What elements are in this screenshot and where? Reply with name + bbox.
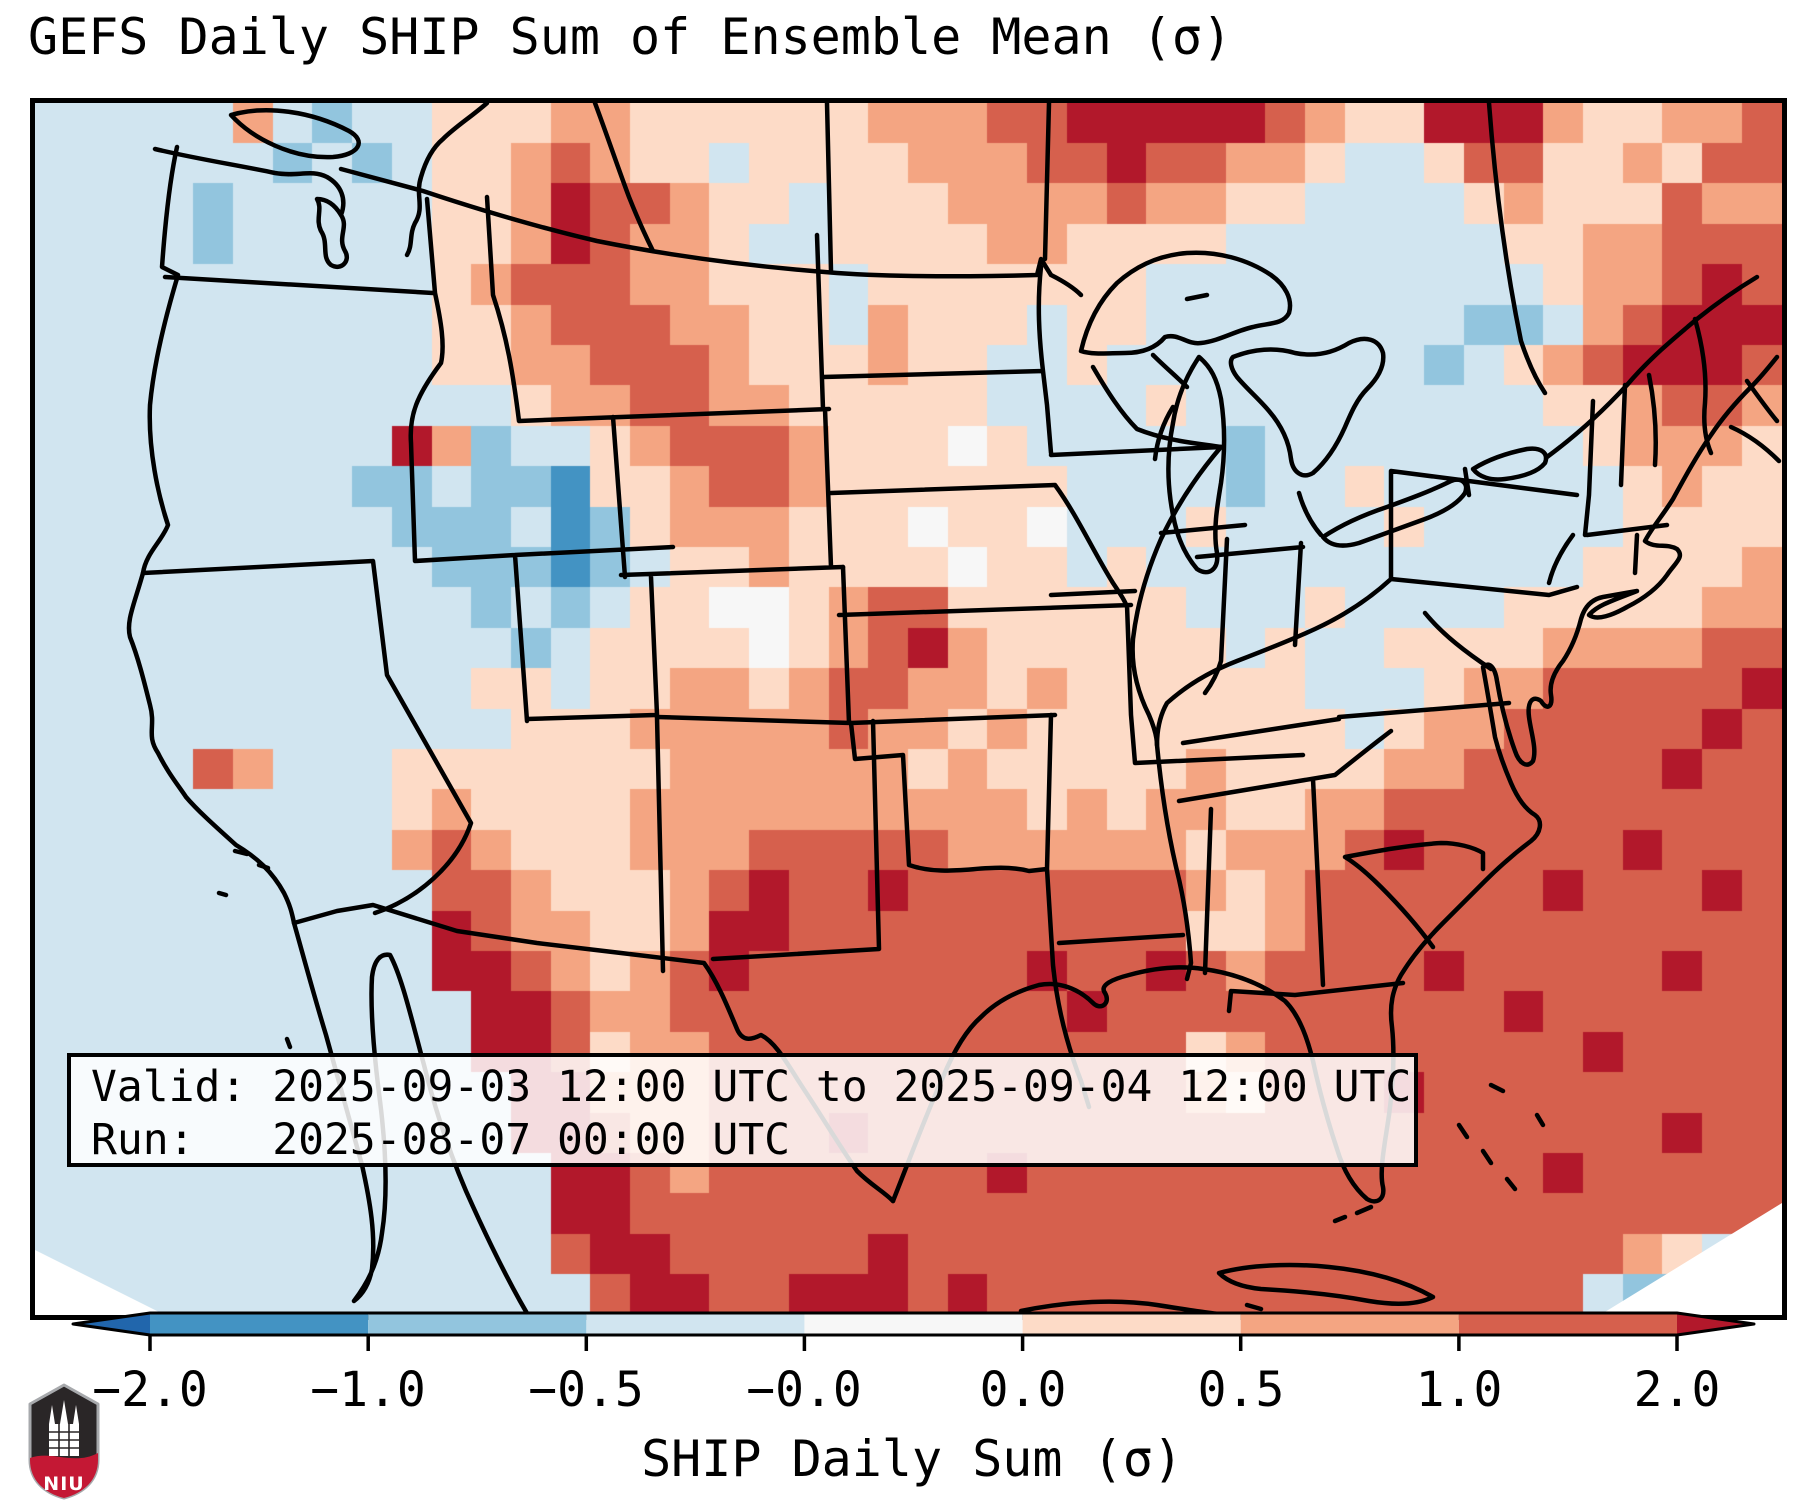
lake-michigan [1166, 354, 1227, 575]
colorbar-seg-4 [1022, 1313, 1241, 1335]
projection-edge-wedge-se [1600, 1203, 1782, 1315]
colorbar-seg-1 [368, 1313, 587, 1335]
socal-island-dashes [216, 848, 293, 1050]
mississippi-river-lines [1130, 444, 1224, 982]
florida-keys-dashes [1332, 1204, 1374, 1224]
state-lines-west [140, 194, 846, 916]
colorbar-seg-6 [1458, 1313, 1678, 1335]
vancouver-island-coast [228, 108, 361, 160]
projection-edge-wedge-sw [35, 1250, 165, 1315]
ohio-river-appalachia-lines [1154, 468, 1580, 748]
colorbar-tick-7: 2.0 [1633, 1362, 1721, 1418]
colorbar [71, 1311, 1756, 1351]
gulf-atlantic-coast [890, 354, 1780, 1204]
bahamas-dashes [1456, 1082, 1546, 1192]
state-boundaries [35, 103, 1782, 1315]
upper-peninsula-line [1150, 352, 1190, 390]
map-panel: Valid: 2025-09-03 12:00 UTC to 2025-09-0… [30, 98, 1787, 1320]
colorbar-tick-6: 1.0 [1415, 1362, 1503, 1418]
colorbar-tick-1: −1.0 [310, 1362, 426, 1418]
colorbar-seg-0 [150, 1313, 369, 1335]
bc-alberta-line [592, 103, 656, 254]
strait-coast [152, 146, 346, 218]
canada-border-west [338, 166, 1084, 298]
lake-ontario [1470, 446, 1549, 482]
mexico-border-rio-grande [291, 902, 896, 1204]
fundy-nova-scotia-coast [1728, 378, 1782, 464]
colorbar-tick-0: −2.0 [92, 1362, 208, 1418]
run-label: Run: 2025-08-07 00:00 UTC [91, 1115, 790, 1165]
state-lines-midwest [1090, 364, 1306, 696]
lake-huron [1228, 336, 1386, 478]
niu-logo-text: NIU [43, 1473, 84, 1495]
annotation-box: Valid: 2025-09-03 12:00 UTC to 2025-09-0… [67, 1053, 1418, 1167]
state-lines-south [1056, 700, 1512, 1014]
niu-castle-icon [49, 1400, 79, 1456]
niu-logo: NIU [28, 1383, 100, 1500]
maine-new-brunswick-line [1692, 316, 1714, 456]
pacific-coast [126, 144, 531, 1315]
lake-superior [1078, 250, 1293, 356]
manitoba-ontario-line [1042, 103, 1052, 262]
colorbar-seg-2 [586, 1313, 805, 1335]
colorbar-under-arrow [73, 1313, 150, 1335]
alberta-saskatchewan-line [824, 103, 834, 274]
puget-sound-coast [314, 196, 349, 269]
colorbar-seg-5 [1240, 1313, 1459, 1335]
lake-erie [1320, 477, 1469, 548]
bc-mainland-coast [404, 103, 490, 258]
state-lines-southwest [654, 712, 1092, 1110]
valid-label: Valid: 2025-09-03 12:00 UTC to 2025-09-0… [91, 1062, 1412, 1112]
colorbar-tick-3: −0.0 [746, 1362, 862, 1418]
st-lawrence-border [1544, 274, 1760, 460]
colorbar-over-arrow [1677, 1313, 1754, 1335]
state-lines-northeast [1546, 372, 1670, 586]
green-bay [1152, 404, 1176, 462]
cuba-coast [1216, 1262, 1436, 1312]
niu-red-band [30, 1453, 98, 1498]
ontario-quebec-line [1486, 103, 1548, 396]
colorbar-tick-5: 0.5 [1197, 1362, 1285, 1418]
colorbar-tick-2: −0.5 [528, 1362, 644, 1418]
colorbar-ticks [148, 1335, 1679, 1351]
page-title: GEFS Daily SHIP Sum of Ensemble Mean (σ) [28, 8, 1233, 66]
colorbar-seg-3 [804, 1313, 1023, 1335]
colorbar-tick-4: 0.0 [979, 1362, 1067, 1418]
colorbar-axis-label: SHIP Daily Sum (σ) [641, 1430, 1183, 1488]
